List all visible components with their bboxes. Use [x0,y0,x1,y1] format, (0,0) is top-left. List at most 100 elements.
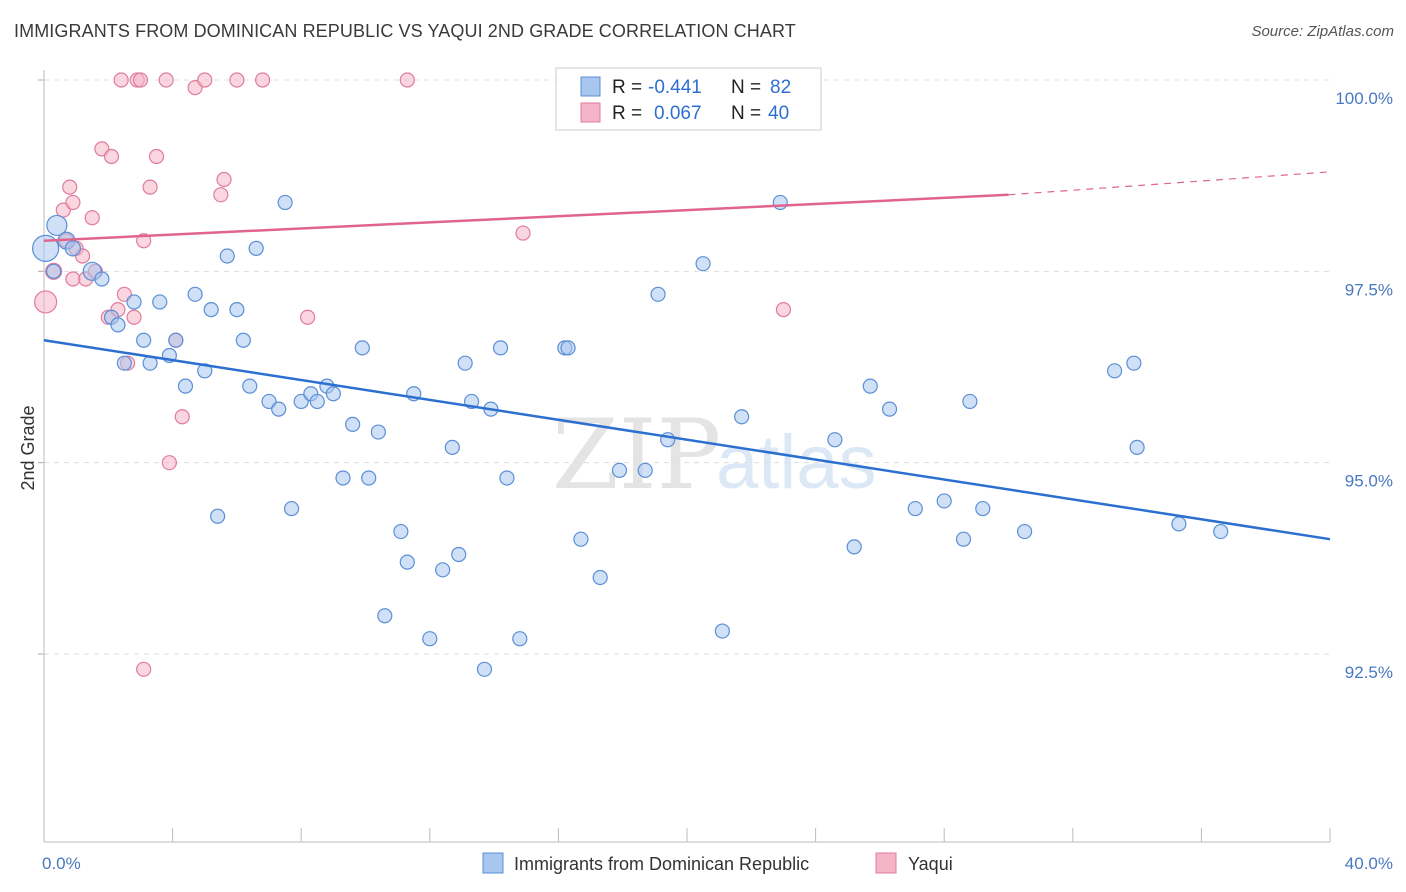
series-legend: Immigrants from Dominican Republic Yaqui [482,852,953,874]
legend-n-value-1: 82 [770,77,791,98]
bottom-legend-swatch-blue [482,852,504,874]
data-point [65,271,81,287]
data-point [499,470,515,486]
data-point [152,294,168,310]
data-point [325,386,341,402]
legend-swatch-pink [580,102,601,123]
data-point [84,210,100,226]
data-point [271,401,287,417]
data-point [1016,523,1033,540]
bottom-legend-label-2: Yaqui [908,854,953,874]
correlation-legend: R = -0.441 N = 82 R = 0.067 N = 40 [555,67,822,131]
data-point [444,439,460,455]
data-point [955,531,972,547]
data-point [34,290,58,314]
data-point [862,378,878,394]
watermark: ZIP atlas [552,399,877,511]
y-tick-label: 95.0% [1345,472,1393,491]
data-point [174,409,190,425]
data-point [775,302,792,318]
data-point [309,393,325,410]
data-point [734,409,750,425]
legend-n-label-2: N = [731,103,761,124]
data-point [1129,439,1145,455]
legend-n-label-1: N = [731,77,761,98]
data-point [110,317,126,333]
data-point [393,523,409,540]
legend-r-value-1: -0.441 [648,77,702,98]
data-point [592,569,608,586]
data-point [560,340,576,356]
data-point [611,462,628,478]
data-point [907,500,923,517]
data-point [1171,516,1187,532]
data-point [46,263,62,279]
data-point [242,378,258,394]
data-point [126,294,142,310]
data-point [235,332,251,348]
data-point [515,225,531,241]
data-point [512,631,528,647]
data-point [229,302,245,318]
legend-r-label-2: R = [612,103,642,124]
data-point [354,340,370,356]
data-point [370,424,386,440]
data-point [210,508,226,524]
data-point [32,234,60,262]
y-tick-label: 92.5% [1345,663,1393,682]
data-point [136,332,152,348]
data-point [158,72,174,88]
data-point [177,378,194,394]
data-point [772,194,788,211]
legend-n-value-2: 40 [768,103,789,124]
data-point [213,187,229,203]
data-point [422,631,438,647]
data-point [94,271,110,287]
data-point [573,531,589,547]
legend-swatch-blue [580,76,601,97]
bottom-legend-label-1: Immigrants from Dominican Republic [514,854,809,874]
data-point [399,72,415,88]
data-point [103,148,120,165]
source-label: Source: ZipAtlas.com [1251,23,1394,40]
watermark-zip: ZIP [552,399,721,511]
data-point [335,470,351,486]
data-point [962,393,978,410]
dominican-trend-line [43,338,1331,541]
data-point [1126,355,1142,371]
chart-title: IMMIGRANTS FROM DOMINICAN REPUBLIC VS YA… [14,21,796,41]
y-tick-label: 97.5% [1345,280,1393,299]
data-point [827,432,843,448]
data-point [203,302,219,318]
data-point [187,286,203,302]
data-point [277,194,293,211]
data-point [65,194,81,211]
y-tick-label: 100.0% [1335,89,1393,108]
x-tick-labels: 0.0% 40.0% [42,854,1393,873]
data-point [197,72,213,88]
legend-r-value-2: 0.067 [654,103,702,124]
data-point [62,179,78,195]
data-point [113,72,129,88]
data-point [46,214,68,237]
data-point [300,309,316,325]
data-point [637,462,653,478]
data-point [492,340,509,356]
data-point [136,661,152,677]
data-point [936,493,952,509]
data-point [1106,363,1123,379]
x-tick-label: 0.0% [42,854,81,873]
legend-r-label-1: R = [612,77,642,98]
data-point [255,72,271,88]
data-point [975,500,991,517]
data-point [1213,523,1229,540]
data-point [881,401,898,417]
bottom-legend-swatch-pink [875,852,897,874]
data-point [695,256,711,272]
data-point [216,171,232,188]
data-point [142,179,158,195]
data-point [64,240,82,257]
data-point [399,554,415,570]
yaqui-trend-extension [1008,171,1331,196]
